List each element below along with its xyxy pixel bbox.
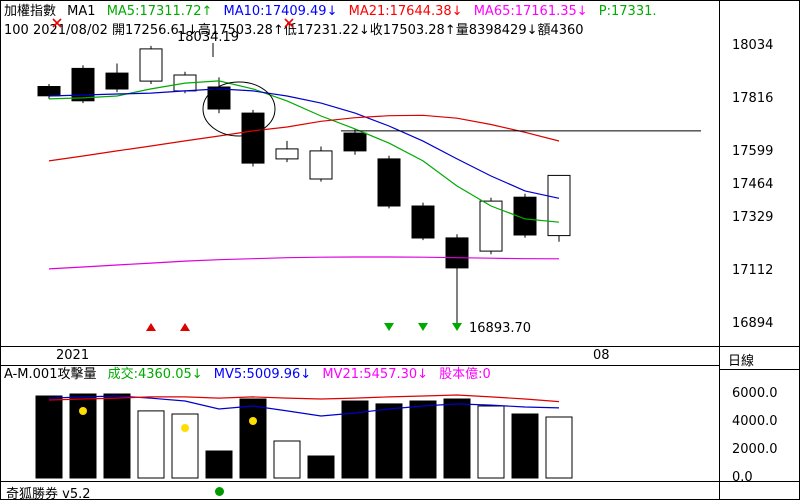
symbol-title: 加權指數	[4, 4, 57, 19]
prev-close-value: P:17331.	[598, 4, 657, 19]
price-axis-tick: 16894	[732, 316, 774, 331]
x-mark	[284, 18, 294, 28]
ma-line-MA21	[48, 114, 560, 162]
sell-signal-triangle	[452, 323, 462, 331]
volume-indicator-title: A-M.001攻擊量	[4, 367, 97, 382]
price-axis-tick: 17464	[732, 177, 774, 192]
ma5-value: MA5:17311.72↑	[106, 4, 213, 19]
price-axis-tick: 18034	[732, 38, 774, 53]
candle-body	[241, 112, 265, 164]
volume-bar	[409, 400, 437, 479]
signal-dot	[215, 487, 224, 496]
volume-bar	[137, 410, 165, 479]
candle-body	[105, 72, 129, 90]
volume-marker-dot	[181, 424, 189, 432]
sell-signal-triangle	[418, 323, 428, 331]
volume-bar	[35, 395, 63, 479]
candle-body	[207, 86, 231, 110]
price-axis-tick: 17329	[732, 210, 774, 225]
period-selector[interactable]: 日線	[720, 347, 799, 369]
ma-line-MA10	[48, 88, 560, 199]
mv-line-MV21	[48, 394, 560, 403]
circle-annotation	[202, 81, 276, 137]
volume-bar	[69, 393, 97, 479]
volume-bar	[545, 416, 573, 479]
volume-axis-tick: 0.0	[732, 470, 753, 485]
buy-signal-triangle	[146, 323, 156, 331]
app-brand-version: 奇狐勝券 v5.2	[6, 487, 91, 500]
indicator-header-volume: A-M.001攻擊量 成交:4360.05↓ MV5:5009.96↓ MV21…	[4, 366, 498, 383]
divider-period-box-bottom	[719, 369, 799, 370]
sell-signal-triangle	[384, 323, 394, 331]
candle-body	[445, 237, 469, 269]
high-price-label: 18034.19	[177, 30, 239, 45]
volume-bar	[171, 413, 199, 479]
candle-body	[411, 205, 435, 239]
volume-bar	[239, 398, 267, 479]
indicator-header-main: 加權指數 MA1 MA5:17311.72↑ MA10:17409.49↓ MA…	[4, 3, 664, 20]
x-axis-year-label: 2021	[56, 348, 90, 363]
volume-bar	[307, 455, 335, 479]
ma-line-MA65	[48, 256, 560, 270]
volume-value: 成交:4360.05↓	[107, 367, 203, 382]
capital-value: 股本億:0	[439, 367, 491, 382]
candle-body	[275, 148, 299, 160]
volume-axis-tick: 6000.0	[732, 386, 778, 401]
candle-body	[343, 132, 367, 152]
volume-marker-dot	[79, 407, 87, 415]
volume-bar	[103, 393, 131, 479]
candle-body	[37, 86, 61, 97]
volume-marker-dot	[249, 417, 257, 425]
volume-axis-tick: 2000.0	[732, 442, 778, 457]
volume-axis-tick: 4000.0	[732, 414, 778, 429]
price-axis-tick: 17599	[732, 144, 774, 159]
candle-body	[479, 200, 503, 252]
candle-body	[547, 174, 571, 237]
price-chart[interactable]: 18034.19 16893.70	[1, 15, 719, 346]
candle-body	[377, 158, 401, 207]
mv21-value: MV21:5457.30↓	[322, 367, 429, 382]
candle-body	[71, 67, 95, 102]
mv5-value: MV5:5009.96↓	[213, 367, 312, 382]
ma-line-MA5	[48, 80, 560, 223]
price-axis-tick: 17816	[732, 91, 774, 106]
volume-bar	[511, 413, 539, 479]
ma65-value: MA65:17161.35↓	[473, 4, 588, 19]
ma-mode-label: MA1	[67, 4, 96, 19]
ma21-value: MA21:17644.38↓	[348, 4, 463, 19]
volume-bar	[273, 440, 301, 479]
candle-body	[513, 196, 537, 236]
right-axis-column: 18034 17816 17599 17464 17329 17112 16894 6000.…	[720, 1, 799, 499]
volume-bar	[477, 405, 505, 479]
x-axis-month-label: 08	[593, 348, 610, 363]
volume-bar	[205, 450, 233, 479]
candle-body	[309, 150, 333, 180]
volume-bar	[443, 398, 471, 479]
x-mark	[52, 18, 62, 28]
divider-main-chart-bottom	[1, 346, 799, 347]
candle-body	[139, 48, 163, 82]
status-bar: 奇狐勝券 v5.2	[6, 483, 91, 500]
divider-xaxis-bottom	[1, 365, 719, 366]
low-price-label: 16893.70	[469, 321, 531, 336]
divider-volume-bottom	[1, 481, 799, 482]
price-axis-tick: 17112	[732, 263, 774, 278]
ma10-value: MA10:17409.49↓	[223, 4, 338, 19]
volume-bar	[375, 403, 403, 479]
divider-vertical-axis	[719, 1, 720, 499]
ohlc-info-line: 100 2021/08/02 開17256.61↓高17503.28↑低1723…	[4, 23, 584, 38]
buy-signal-triangle	[180, 323, 190, 331]
volume-chart[interactable]	[1, 384, 719, 481]
